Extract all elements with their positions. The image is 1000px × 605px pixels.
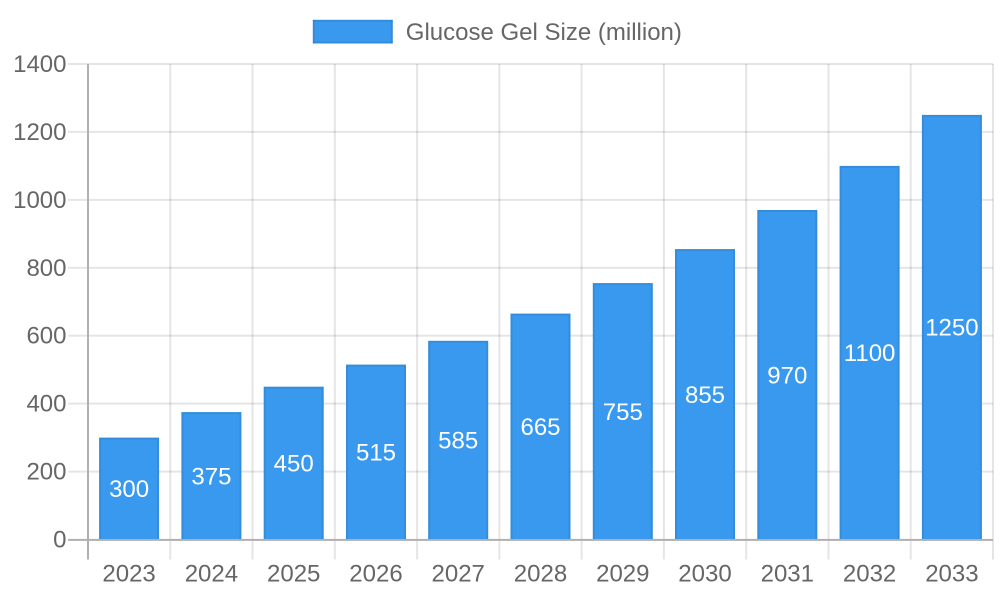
svg-text:970: 970 [767, 362, 807, 389]
svg-text:2026: 2026 [349, 561, 402, 588]
svg-text:2029: 2029 [596, 561, 649, 588]
svg-text:200: 200 [26, 459, 66, 486]
svg-text:585: 585 [438, 428, 478, 455]
svg-text:300: 300 [109, 476, 149, 503]
svg-text:0: 0 [53, 527, 66, 554]
svg-text:1250: 1250 [925, 315, 978, 342]
svg-text:515: 515 [356, 440, 396, 467]
svg-text:2033: 2033 [925, 561, 978, 588]
svg-text:450: 450 [274, 451, 314, 478]
svg-text:1200: 1200 [13, 119, 66, 146]
svg-text:Glucose Gel Size (million): Glucose Gel Size (million) [406, 19, 682, 46]
svg-text:665: 665 [520, 414, 560, 441]
svg-text:375: 375 [191, 463, 231, 490]
svg-text:1400: 1400 [13, 51, 66, 78]
svg-text:2024: 2024 [185, 561, 238, 588]
svg-text:2031: 2031 [761, 561, 814, 588]
svg-text:1100: 1100 [844, 340, 896, 367]
svg-text:800: 800 [26, 255, 66, 282]
svg-text:755: 755 [603, 399, 643, 426]
svg-text:1000: 1000 [13, 187, 66, 214]
svg-text:2028: 2028 [514, 561, 567, 588]
svg-text:400: 400 [26, 391, 66, 418]
svg-text:2027: 2027 [432, 561, 485, 588]
svg-text:2025: 2025 [267, 561, 320, 588]
svg-text:855: 855 [685, 382, 725, 409]
svg-text:600: 600 [26, 323, 66, 350]
svg-text:2032: 2032 [843, 561, 896, 588]
svg-text:2023: 2023 [102, 561, 155, 588]
svg-text:2030: 2030 [678, 561, 731, 588]
